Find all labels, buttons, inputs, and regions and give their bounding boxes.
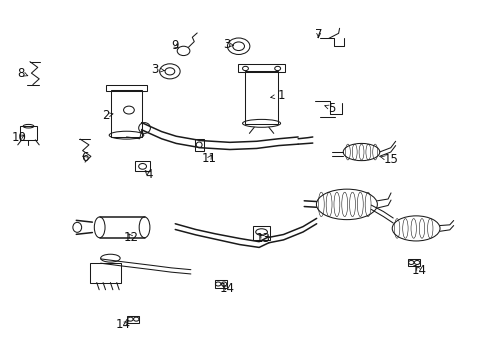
Text: 11: 11 [202,152,217,165]
Bar [90,263,121,283]
Text: 9: 9 [171,39,179,52]
Text: 2: 2 [102,109,113,122]
Text: 14: 14 [411,264,426,277]
Text: 3: 3 [223,38,233,51]
Bar [244,71,278,125]
Text: 14: 14 [116,318,131,331]
Text: 7: 7 [314,28,322,41]
Text: 3: 3 [151,63,164,76]
Text: 1: 1 [270,89,284,102]
Bar [252,226,270,240]
Bar [215,280,226,288]
Text: 13: 13 [256,231,270,244]
Bar [20,126,37,140]
Text: 15: 15 [380,153,397,166]
Text: 12: 12 [123,231,139,244]
Text: 6: 6 [81,151,89,164]
Bar [105,85,147,91]
Text: 5: 5 [324,102,335,115]
Text: 10: 10 [12,131,27,144]
Bar [407,259,419,266]
Text: 4: 4 [145,168,152,181]
Bar [238,64,285,72]
Bar [127,316,139,323]
Bar [194,139,203,150]
Text: 14: 14 [220,282,234,295]
Bar [135,161,150,171]
Bar [111,90,142,137]
Text: 8: 8 [18,67,28,80]
